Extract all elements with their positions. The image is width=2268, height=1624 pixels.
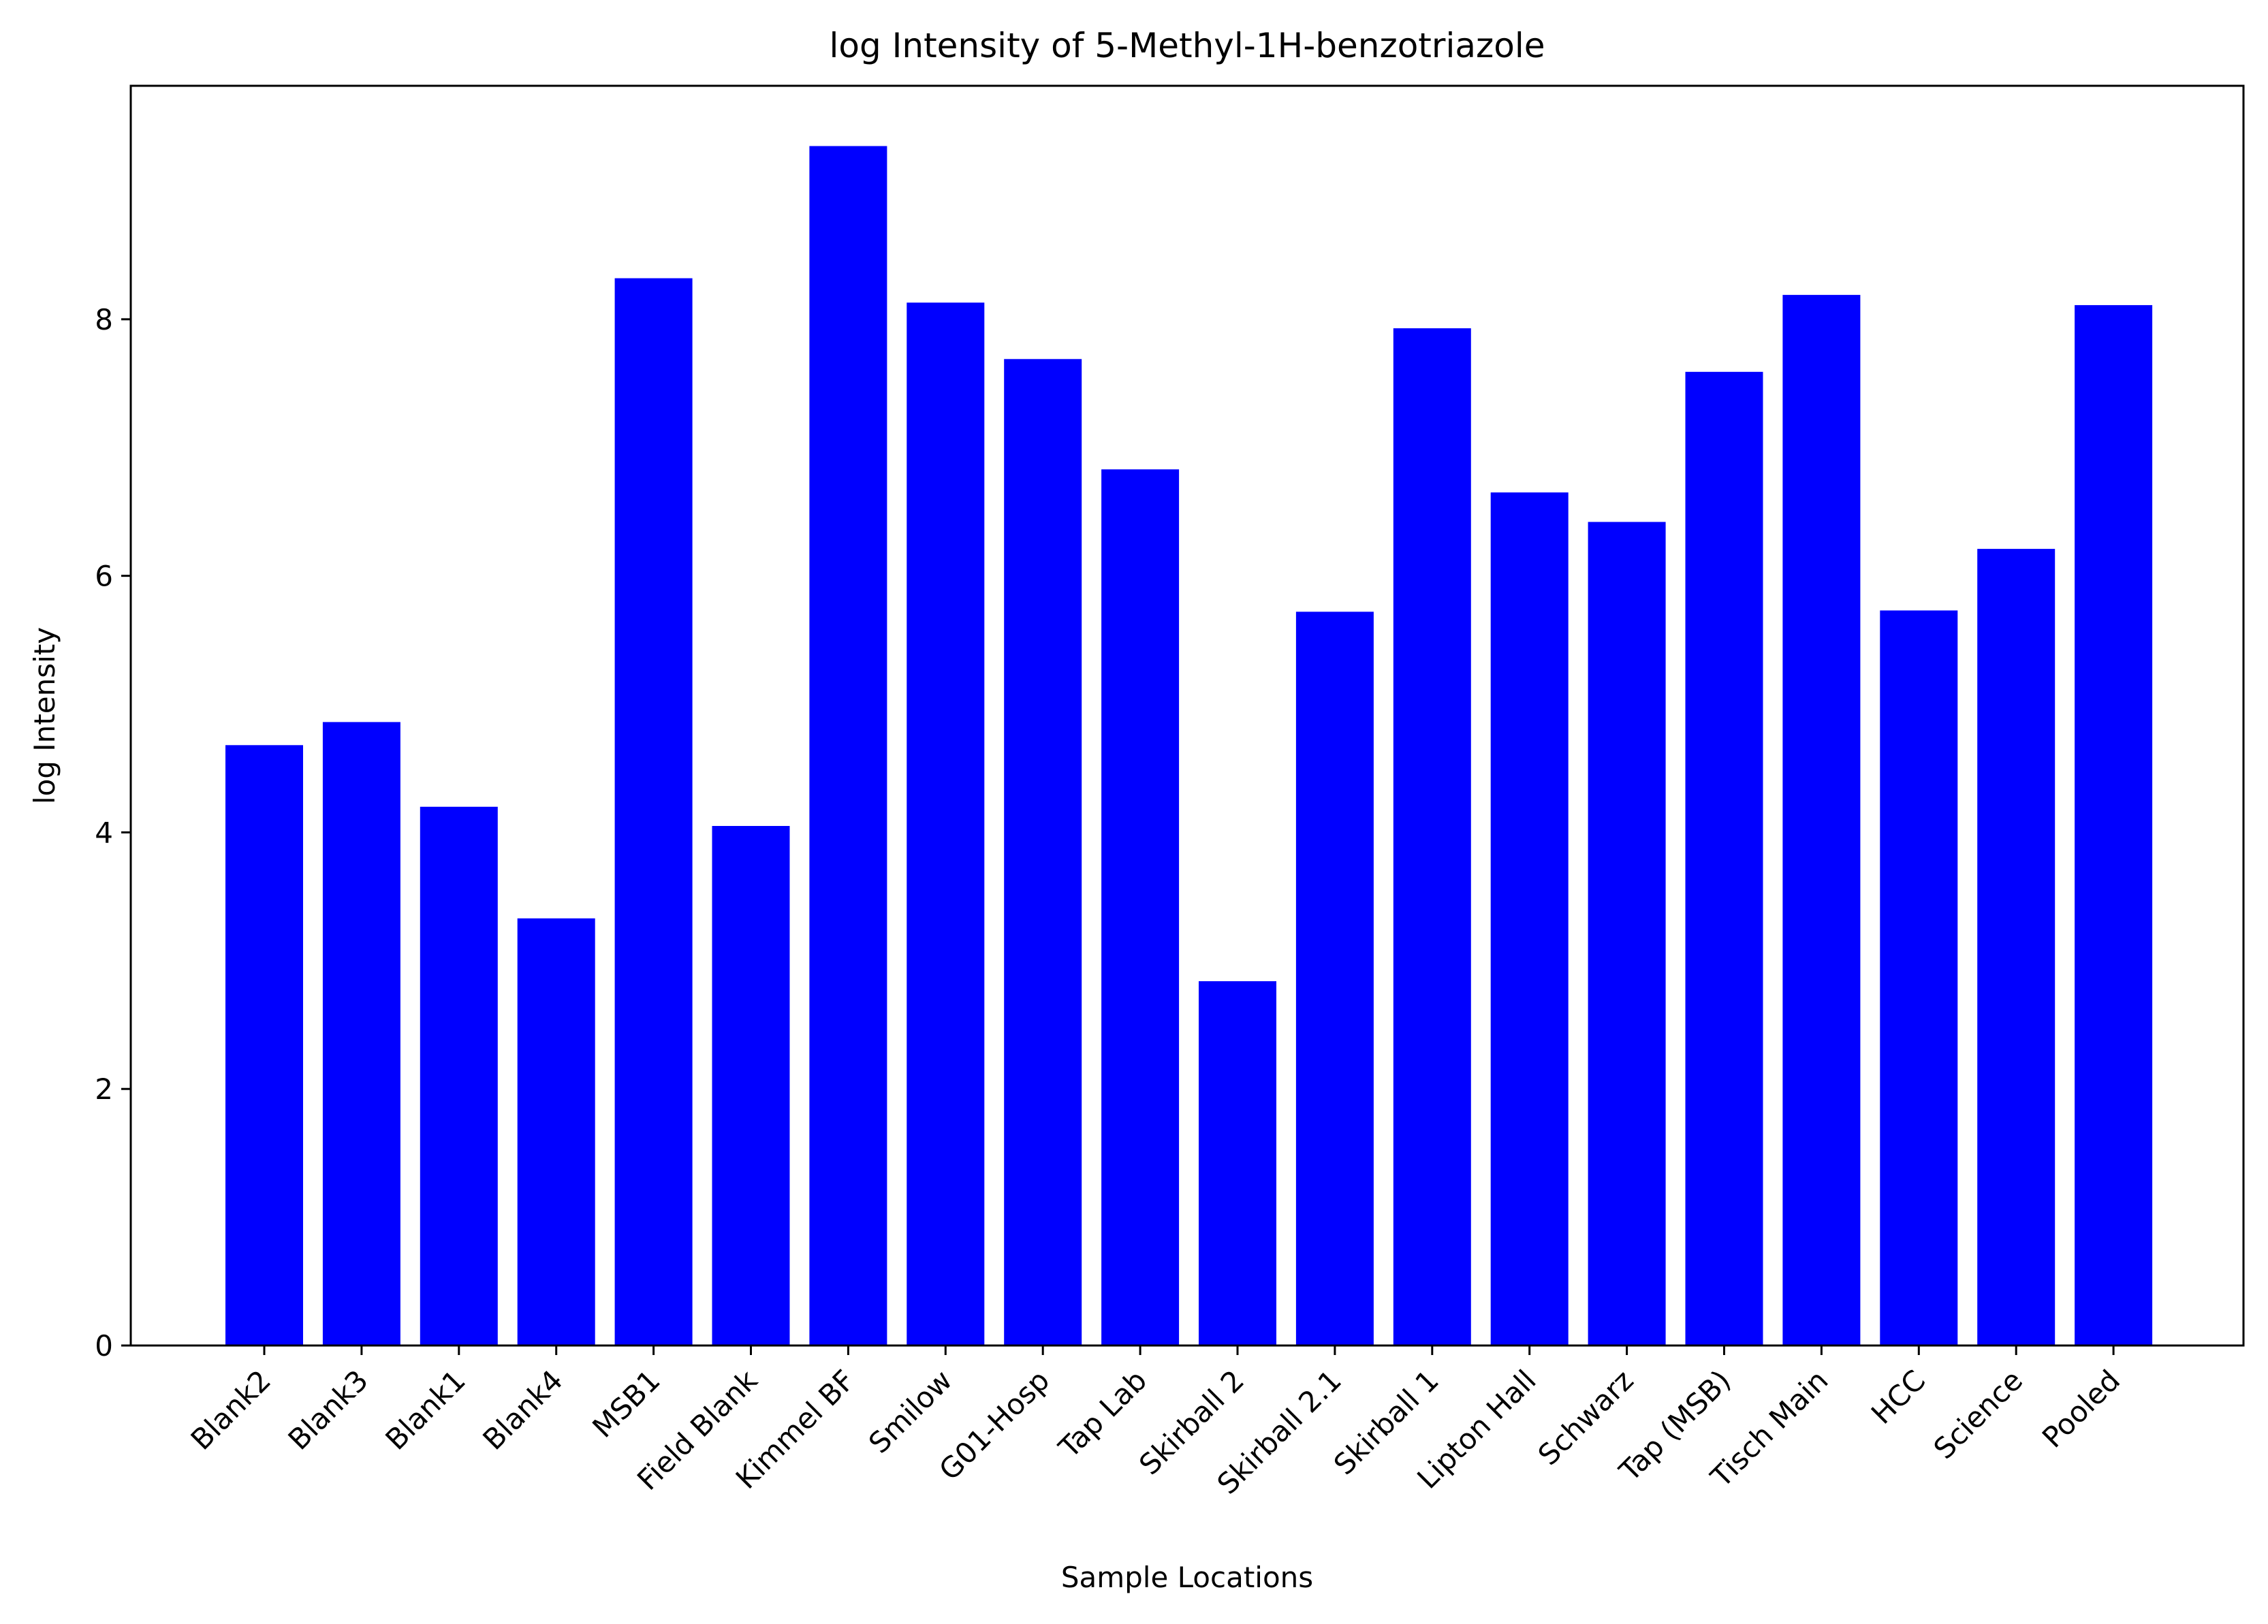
bar (420, 806, 498, 1346)
bar (1004, 359, 1082, 1346)
x-tick-label: MSB1 (586, 1363, 666, 1444)
bar (1977, 549, 2056, 1346)
x-tick-label: Science (1927, 1363, 2029, 1465)
chart-title: log Intensity of 5-Methyl-1H-benzotriazo… (830, 26, 1545, 65)
x-axis-label: Sample Locations (1061, 1561, 1313, 1594)
bar (225, 745, 303, 1346)
y-tick-label: 2 (95, 1072, 113, 1106)
x-tick-label: Blank4 (476, 1363, 569, 1456)
bar (517, 918, 595, 1346)
plot-frame (129, 84, 2245, 1347)
bar (809, 146, 887, 1346)
y-tick-label: 6 (95, 560, 113, 593)
bar (907, 302, 985, 1346)
x-tick-label: Smilow (862, 1363, 958, 1459)
y-tick-label: 0 (95, 1329, 113, 1363)
y-tick-label: 8 (95, 303, 113, 336)
x-tick-label: Tap Lab (1052, 1363, 1154, 1465)
bar (1295, 611, 1374, 1346)
bar (322, 722, 400, 1346)
bar (712, 826, 790, 1346)
x-tick-label: HCC (1865, 1363, 1932, 1430)
x-tick-label: Blank1 (379, 1363, 471, 1456)
bar (1880, 610, 1958, 1346)
bar (1393, 328, 1471, 1346)
bar (614, 278, 693, 1346)
bar (1199, 981, 1276, 1346)
bars-layer (225, 146, 2153, 1346)
bar (1685, 372, 1763, 1346)
y-tick-label: 4 (95, 816, 113, 849)
bar (1782, 295, 1861, 1346)
y-axis-ticks: 0 2 4 6 8 (95, 303, 131, 1363)
x-tick-label: Pooled (2036, 1363, 2126, 1454)
bar (1588, 522, 1666, 1346)
bar (1490, 492, 1569, 1346)
bar (2075, 305, 2153, 1346)
bar (1101, 469, 1180, 1346)
x-tick-label: Blank2 (185, 1363, 277, 1456)
x-tick-label: Blank3 (282, 1363, 375, 1456)
y-axis-label: log Intensity (28, 627, 61, 804)
